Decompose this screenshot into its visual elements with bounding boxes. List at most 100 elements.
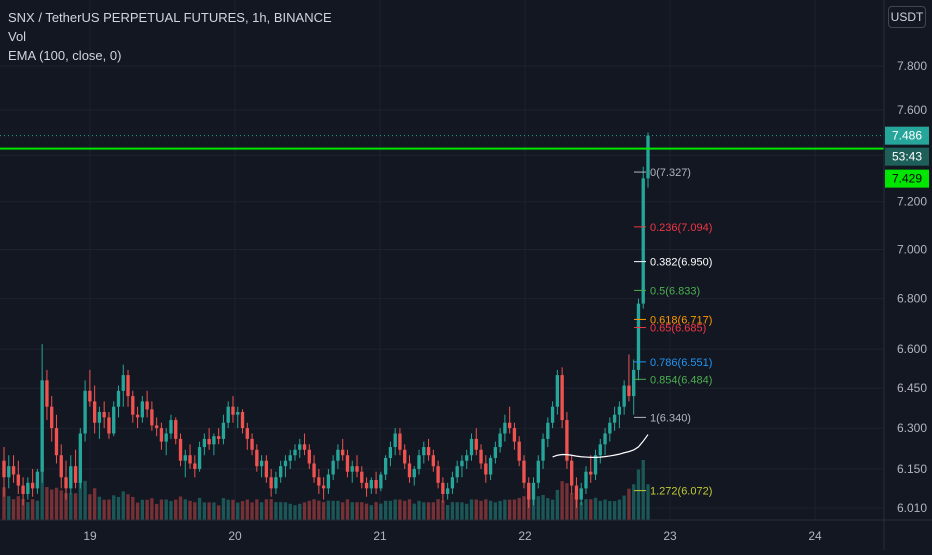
candle-body (598, 444, 602, 456)
candle-body (579, 488, 583, 500)
candle-body (188, 455, 192, 464)
candle-body (150, 409, 154, 426)
candle-body (498, 433, 502, 448)
volume-bar (26, 502, 30, 520)
candle-body (30, 482, 35, 489)
volume-bar (398, 499, 402, 520)
candle-body (159, 428, 164, 442)
volume-bar (135, 502, 140, 520)
volume-bar (164, 499, 168, 520)
volume-bar (426, 502, 431, 520)
candle-body (207, 438, 211, 445)
candle-body (250, 438, 254, 450)
y-tick-label: 6.300 (897, 421, 927, 435)
volume-bar (603, 499, 607, 520)
volume-bars (2, 460, 650, 520)
candle-body (73, 466, 78, 483)
volume-bar (150, 498, 154, 520)
candle-body (193, 463, 197, 469)
candle-body (50, 406, 54, 429)
candle-body (35, 471, 40, 489)
candle-body (135, 414, 140, 418)
candle-body (570, 460, 574, 486)
horizontal-line-price-tag: 7.429 (885, 169, 929, 188)
volume-bar (312, 499, 316, 520)
candle-body (417, 455, 421, 469)
candle-body (212, 436, 216, 445)
volume-bar (226, 499, 230, 520)
volume-bar (174, 499, 178, 520)
y-tick-label: 6.600 (897, 342, 927, 356)
volume-bar (493, 502, 498, 520)
volume-bar (264, 499, 269, 520)
candle-body (603, 433, 607, 445)
volume-bar (331, 500, 335, 520)
x-tick-label: 19 (83, 529, 97, 543)
candle-body (178, 438, 183, 461)
volume-bar (92, 488, 97, 520)
volume-bar (112, 495, 116, 520)
candle-body (97, 412, 102, 423)
candle-body (469, 438, 474, 456)
candle-body (536, 460, 540, 483)
ema-indicator-label[interactable]: EMA (100, close, 0) (8, 48, 122, 63)
volume-bar (407, 499, 412, 520)
candle-body (565, 420, 569, 461)
volume-bar (612, 501, 617, 520)
volume-bar (30, 499, 35, 520)
volume-bar (584, 499, 588, 520)
volume-bar (259, 502, 264, 520)
volume-bar (369, 505, 373, 520)
volume-bar (579, 502, 583, 520)
y-tick-label: 7.200 (897, 195, 927, 209)
last-price-tag: 7.486 (885, 126, 929, 145)
volume-bar (269, 499, 273, 520)
fib-level-label: 0.854(6.484) (650, 374, 712, 386)
volume-bar (450, 502, 455, 520)
candle-body (145, 401, 149, 410)
volume-bar (197, 497, 202, 520)
candle-body (202, 438, 207, 448)
candle-body (441, 482, 445, 494)
volume-bar (436, 499, 440, 520)
candle-body (636, 303, 641, 370)
volume-bar (250, 502, 254, 520)
volume-bar (507, 499, 512, 520)
candle-body (197, 447, 202, 469)
candle-body (507, 422, 512, 429)
candle-body (360, 471, 364, 483)
volume-bar (460, 502, 464, 520)
candle-body (541, 438, 545, 461)
candle-body (383, 457, 388, 475)
candle-body (341, 449, 345, 456)
volume-bar (388, 500, 393, 520)
volume-bar (107, 499, 111, 520)
candle-body (59, 455, 63, 478)
volume-indicator-label[interactable]: Vol (8, 29, 27, 44)
volume-bar (632, 484, 636, 520)
volume-bar (441, 500, 445, 520)
candle-body (126, 375, 130, 397)
candle-body (560, 375, 564, 421)
symbol-title[interactable]: SNX / TetherUS PERPETUAL FUTURES, 1h, BI… (8, 10, 332, 25)
volume-bar (212, 502, 216, 520)
candle-body (527, 482, 531, 500)
volume-bar (641, 460, 645, 520)
currency-button[interactable]: USDT (888, 6, 926, 28)
volume-bar (64, 493, 68, 520)
volume-bar (307, 500, 311, 520)
candle-body (436, 466, 440, 483)
volume-bar (255, 499, 259, 520)
volume-bar (512, 499, 517, 520)
candle-body (460, 460, 464, 467)
ema-line (552, 434, 649, 458)
volume-bar (469, 499, 474, 520)
candle-body (45, 380, 49, 407)
candle-body (589, 471, 593, 475)
candle-body (274, 477, 278, 489)
x-tick-label: 23 (663, 529, 677, 543)
candle-body (512, 428, 517, 442)
